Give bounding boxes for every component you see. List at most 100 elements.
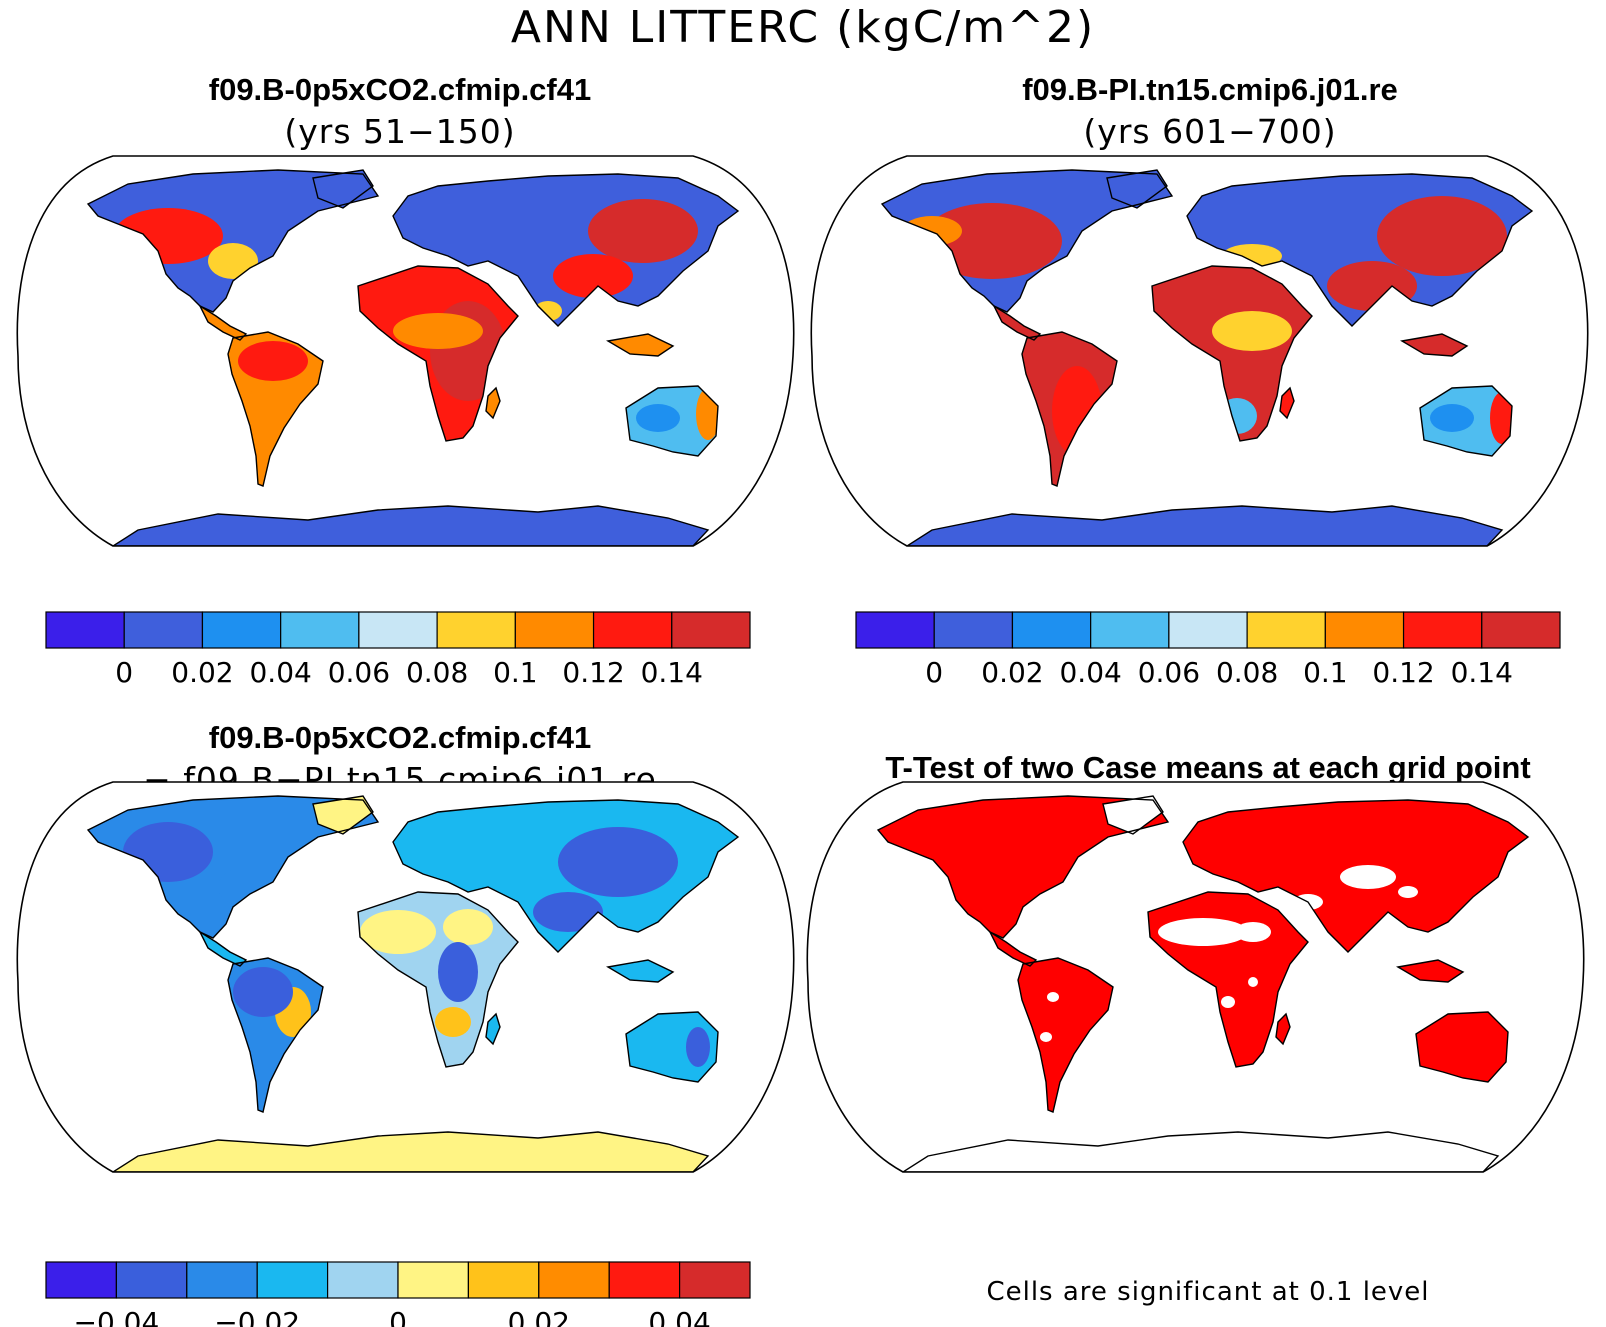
field-patch — [1248, 977, 1258, 987]
map-border — [16, 155, 795, 547]
significance-note: Cells are significant at 0.1 level — [986, 1277, 1430, 1307]
coastline-centralAmerica — [992, 304, 1042, 341]
colorbar-box — [1481, 611, 1561, 649]
coastline-southAmerica — [1017, 957, 1114, 1113]
coastline-southAmerica — [227, 331, 324, 487]
coastline-eurasia — [392, 799, 740, 953]
land-greenland — [1103, 796, 1163, 834]
coastline-centralAmerica — [198, 304, 248, 341]
coastline-australia — [1415, 1011, 1509, 1083]
colorbar-box — [45, 611, 125, 649]
colorbar-tick-label: 0 — [115, 656, 133, 689]
panel4-title: T-Test of two Case means at each grid po… — [885, 750, 1531, 785]
map-border — [810, 155, 1589, 547]
land-greenland — [1107, 170, 1167, 208]
colorbar-box — [1090, 611, 1170, 649]
coastline-africa — [357, 891, 519, 1068]
colorbar-tick-label: 0.02 — [981, 656, 1043, 689]
colorbar-box — [514, 611, 595, 649]
coastline-madagascar — [1279, 386, 1295, 420]
colorbar-box — [115, 1261, 188, 1299]
colorbar-box — [1168, 611, 1248, 649]
coastline-northAmerica — [880, 169, 1174, 313]
coastline-eurasia — [1186, 173, 1534, 327]
land-africa — [1152, 266, 1312, 441]
colorbar-box — [467, 1261, 540, 1299]
land-greenland — [313, 170, 373, 208]
field-patch — [1340, 865, 1396, 889]
colorbar-tick-label: 0.04 — [249, 656, 311, 689]
colorbar-box — [933, 611, 1014, 649]
colorbar-panel2: 0 0.02 0.04 0.06 0.08 0.1 0.12 0.14 — [855, 611, 1561, 689]
field-patch — [360, 910, 436, 954]
colorbar-box — [397, 1261, 470, 1299]
coastline-madagascar — [1275, 1012, 1291, 1046]
colorbar-tick-label: 0.08 — [406, 656, 468, 689]
coastline-madagascar — [485, 1012, 501, 1046]
colorbar-tick-label: 0.06 — [328, 656, 390, 689]
colorbar-tick-label: 0.1 — [1303, 656, 1348, 689]
coastline-seAsia — [1396, 959, 1465, 983]
field-patch — [443, 909, 493, 945]
colorbar-tick-label: 0.08 — [1216, 656, 1278, 689]
coastline-greenland — [1102, 795, 1164, 835]
coastline-antarctica — [904, 505, 1504, 546]
field-patch — [1398, 886, 1418, 898]
field-patch — [208, 243, 258, 279]
field-patch — [533, 892, 603, 932]
field-patch — [438, 942, 478, 1002]
coastline-africa — [357, 265, 519, 442]
coastline-greenland — [312, 169, 374, 209]
colorbar-box — [436, 611, 516, 649]
land-centralAmerica — [200, 932, 246, 966]
field-patch — [922, 203, 1062, 279]
colorbar-tick-label: 0.02 — [508, 1306, 570, 1327]
coastline-northAmerica — [86, 169, 380, 313]
land-northAmerica — [878, 796, 1168, 938]
coastline-seAsia — [1400, 333, 1469, 357]
colorbar-box — [608, 1261, 681, 1299]
colorbar-box — [256, 1261, 329, 1299]
panel1-title: f09.B-0p5xCO2.cfmip.cf41 — [208, 72, 592, 107]
land-greenland — [313, 796, 373, 834]
colorbar-box — [855, 611, 935, 649]
land-centralAmerica — [994, 306, 1040, 340]
colorbar-tick-label: 0 — [389, 1306, 407, 1327]
field-patch — [553, 254, 633, 298]
coastline-antarctica — [110, 505, 710, 546]
map-panel-4 — [806, 781, 1585, 1173]
map-border — [16, 781, 795, 1173]
coastline-eurasia — [1182, 799, 1530, 953]
coastline-africa — [1151, 265, 1313, 442]
colorbar-box — [280, 611, 360, 649]
field-patch — [233, 967, 293, 1017]
coastline-greenland — [1106, 169, 1168, 209]
colorbar-box — [201, 611, 282, 649]
map-panel-1 — [16, 155, 795, 547]
colorbar-box — [186, 1261, 258, 1299]
field-patch — [1047, 992, 1059, 1002]
land-southAmerica — [1018, 958, 1113, 1112]
map-panel-2 — [810, 155, 1589, 547]
panel1-subtitle: (yrs 51−150) — [284, 112, 516, 151]
land-centralAmerica — [200, 306, 246, 340]
coastline-centralAmerica — [988, 930, 1038, 967]
coastline-australia — [1419, 385, 1513, 457]
colorbar-box — [327, 1261, 399, 1299]
field-patch — [1040, 1032, 1052, 1042]
colorbar-tick-label: 0.12 — [1372, 656, 1434, 689]
field-patch — [435, 1007, 471, 1037]
colorbar-tick-label: 0.04 — [648, 1306, 710, 1327]
colorbar-box — [1402, 611, 1483, 649]
colorbar-tick-label: 0.06 — [1138, 656, 1200, 689]
colorbar-tick-label: 0.02 — [171, 656, 233, 689]
colorbar-tick-label: 0.04 — [1059, 656, 1121, 689]
coastline-africa — [1147, 891, 1309, 1068]
colorbar-box — [358, 611, 438, 649]
land-antarctica — [903, 1132, 1498, 1172]
colorbar-box — [1246, 611, 1326, 649]
colorbar-tick-label: 0.12 — [562, 656, 624, 689]
colorbar-tick-label: 0.14 — [641, 656, 703, 689]
field-patch — [393, 313, 483, 349]
